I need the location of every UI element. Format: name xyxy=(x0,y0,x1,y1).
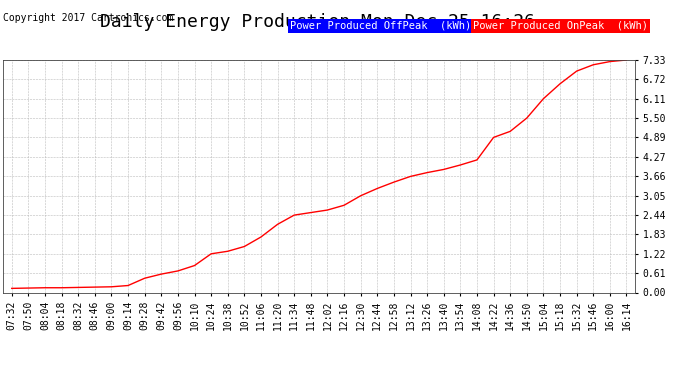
Text: Copyright 2017 Cartronics.com: Copyright 2017 Cartronics.com xyxy=(3,13,174,23)
Text: Power Produced OffPeak  (kWh): Power Produced OffPeak (kWh) xyxy=(290,21,471,31)
Text: Power Produced OnPeak  (kWh): Power Produced OnPeak (kWh) xyxy=(473,21,648,31)
Text: Daily Energy Production Mon Dec 25 16:26: Daily Energy Production Mon Dec 25 16:26 xyxy=(100,13,535,31)
